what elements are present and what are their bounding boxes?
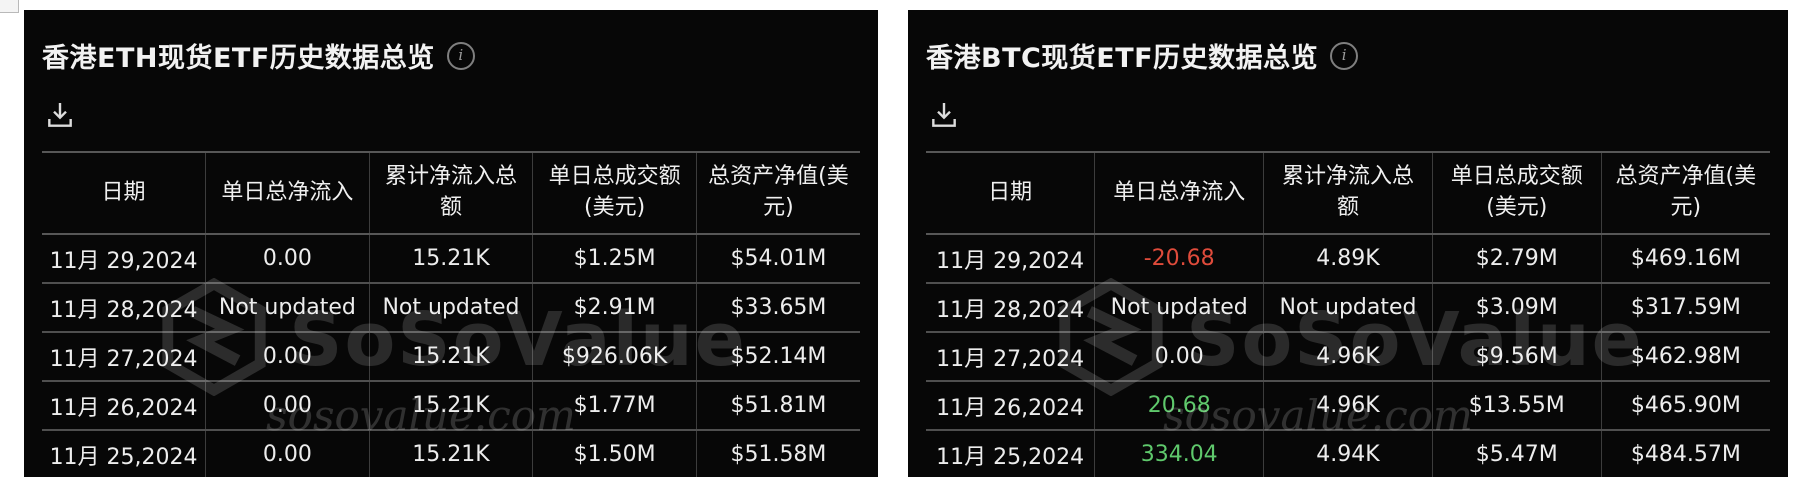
download-button[interactable] [42, 97, 78, 133]
cell-date: 11月 25,2024 [926, 430, 1095, 477]
cell-cumulative-net-flow: Not updated [1263, 283, 1433, 333]
cell-daily-net-flow: 0.00 [205, 332, 370, 382]
btc-history-table: 日期 单日总净流入 累计净流入总额 单日总成交额(美元) 总资产净值(美元) 1… [926, 151, 1770, 477]
table-row: 11月 25,2024 334.04 4.94K $5.47M $484.57M [926, 430, 1770, 477]
cell-daily-volume: $9.56M [1431, 332, 1602, 382]
col-header-net-assets: 总资产净值(美元) [695, 151, 860, 235]
cell-cumulative-net-flow: 15.21K [368, 332, 533, 382]
table-row: 11月 29,2024 0.00 15.21K $1.25M $54.01M [42, 234, 860, 284]
cell-cumulative-net-flow: 4.89K [1263, 234, 1433, 284]
table-row: 11月 25,2024 0.00 15.21K $1.50M $51.58M [42, 430, 860, 477]
download-icon [44, 99, 76, 131]
cell-daily-volume: $3.09M [1431, 283, 1602, 333]
table-row: 11月 26,2024 0.00 15.21K $1.77M $51.81M [42, 381, 860, 431]
cell-net-assets: $465.90M [1600, 381, 1770, 431]
eth-card-header: 香港ETH现货ETF历史数据总览 i [42, 36, 860, 75]
eth-history-table: 日期 单日总净流入 累计净流入总额 单日总成交额(美元) 总资产净值(美元) 1… [42, 151, 860, 477]
cell-cumulative-net-flow: 15.21K [368, 234, 533, 284]
col-header-date: 日期 [926, 151, 1095, 235]
info-icon[interactable]: i [1330, 41, 1359, 70]
cell-date: 11月 28,2024 [42, 283, 206, 333]
cell-date: 11月 27,2024 [42, 332, 206, 382]
cell-net-assets: $317.59M [1600, 283, 1770, 333]
cell-daily-volume: $2.79M [1431, 234, 1602, 284]
cell-net-assets: $54.01M [695, 234, 860, 284]
cell-daily-net-flow: -20.68 [1094, 234, 1264, 284]
cell-date: 11月 29,2024 [42, 234, 206, 284]
cell-date: 11月 27,2024 [926, 332, 1095, 382]
table-row: 11月 27,2024 0.00 4.96K $9.56M $462.98M [926, 332, 1770, 382]
download-button[interactable] [926, 97, 962, 133]
cell-date: 11月 29,2024 [926, 234, 1095, 284]
cell-net-assets: $484.57M [1600, 430, 1770, 477]
cell-net-assets: $33.65M [695, 283, 860, 333]
cell-date: 11月 28,2024 [926, 283, 1095, 333]
cell-cumulative-net-flow: 4.96K [1263, 381, 1433, 431]
cell-daily-net-flow: 0.00 [1094, 332, 1264, 382]
col-header-daily-volume: 单日总成交额(美元) [532, 151, 697, 235]
btc-card-header: 香港BTC现货ETF历史数据总览 i [926, 36, 1770, 75]
table-header-row: 日期 单日总净流入 累计净流入总额 单日总成交额(美元) 总资产净值(美元) [926, 151, 1770, 235]
col-header-cumulative-net-flow: 累计净流入总额 [1263, 151, 1433, 235]
cell-net-assets: $51.58M [695, 430, 860, 477]
table-row: 11月 29,2024 -20.68 4.89K $2.79M $469.16M [926, 234, 1770, 284]
cell-date: 11月 25,2024 [42, 430, 206, 477]
cell-daily-volume: $5.47M [1431, 430, 1602, 477]
page-corner-artifact [0, 0, 19, 13]
cell-daily-volume: $1.25M [532, 234, 697, 284]
cell-net-assets: $469.16M [1600, 234, 1770, 284]
cell-net-assets: $51.81M [695, 381, 860, 431]
cell-daily-volume: $1.50M [532, 430, 697, 477]
cell-cumulative-net-flow: 4.94K [1263, 430, 1433, 477]
table-row: 11月 28,2024 Not updated Not updated $3.09M $… [926, 283, 1770, 333]
cell-daily-net-flow: 0.00 [205, 234, 370, 284]
download-icon [928, 99, 960, 131]
table-row: 11月 28,2024 Not updated Not updated $2.91M $… [42, 283, 860, 333]
cell-daily-volume: $1.77M [532, 381, 697, 431]
cell-daily-net-flow: Not updated [205, 283, 370, 333]
col-header-daily-net-flow: 单日总净流入 [205, 151, 370, 235]
eth-etf-card: 香港ETH现货ETF历史数据总览 i 日期 单日总净流入 累计净流入总额 单日总… [24, 10, 878, 477]
cell-cumulative-net-flow: 15.21K [368, 381, 533, 431]
cell-net-assets: $462.98M [1600, 332, 1770, 382]
cell-date: 11月 26,2024 [42, 381, 206, 431]
cell-daily-net-flow: 334.04 [1094, 430, 1264, 477]
btc-etf-card: 香港BTC现货ETF历史数据总览 i 日期 单日总净流入 累计净流入总额 单日总… [908, 10, 1788, 477]
cell-daily-net-flow: 0.00 [205, 430, 370, 477]
cell-net-assets: $52.14M [695, 332, 860, 382]
cell-date: 11月 26,2024 [926, 381, 1095, 431]
table-row: 11月 26,2024 20.68 4.96K $13.55M $465.90M [926, 381, 1770, 431]
cell-cumulative-net-flow: Not updated [368, 283, 533, 333]
col-header-net-assets: 总资产净值(美元) [1600, 151, 1770, 235]
col-header-date: 日期 [42, 151, 206, 235]
cell-daily-volume: $2.91M [532, 283, 697, 333]
info-icon[interactable]: i [446, 41, 475, 70]
cell-cumulative-net-flow: 4.96K [1263, 332, 1433, 382]
cell-daily-volume: $926.06K [532, 332, 697, 382]
eth-card-title: 香港ETH现货ETF历史数据总览 [42, 43, 435, 74]
btc-card-title: 香港BTC现货ETF历史数据总览 [926, 43, 1319, 74]
cell-daily-net-flow: 20.68 [1094, 381, 1264, 431]
col-header-cumulative-net-flow: 累计净流入总额 [368, 151, 533, 235]
table-header-row: 日期 单日总净流入 累计净流入总额 单日总成交额(美元) 总资产净值(美元) [42, 151, 860, 235]
col-header-daily-volume: 单日总成交额(美元) [1431, 151, 1602, 235]
cell-daily-net-flow: 0.00 [205, 381, 370, 431]
cell-daily-net-flow: Not updated [1094, 283, 1264, 333]
col-header-daily-net-flow: 单日总净流入 [1094, 151, 1264, 235]
cell-daily-volume: $13.55M [1431, 381, 1602, 431]
table-row: 11月 27,2024 0.00 15.21K $926.06K $52.14M [42, 332, 860, 382]
cell-cumulative-net-flow: 15.21K [368, 430, 533, 477]
